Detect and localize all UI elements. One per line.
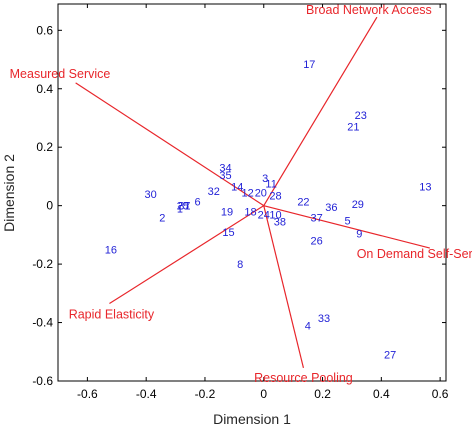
data-point: 4 bbox=[305, 320, 311, 332]
data-point: 24 bbox=[258, 209, 270, 221]
data-point: 14 bbox=[231, 182, 243, 194]
vector-line bbox=[109, 205, 265, 305]
data-point: 33 bbox=[318, 313, 330, 325]
data-point: 19 bbox=[221, 206, 233, 218]
vector-labels: Broad Network Access Measured Service On D… bbox=[10, 3, 472, 385]
x-tick-label: 0.2 bbox=[314, 387, 331, 401]
x-tick-label: 0 bbox=[260, 387, 267, 401]
y-tick-label: 0.6 bbox=[36, 23, 53, 37]
data-point: 29 bbox=[352, 199, 364, 211]
x-axis-label: Dimension 1 bbox=[213, 411, 291, 427]
vector-label: Measured Service bbox=[10, 67, 111, 81]
data-point: 11 bbox=[265, 179, 276, 191]
data-point: 22 bbox=[297, 196, 309, 208]
vector-label: Resource Pooling bbox=[254, 371, 353, 385]
vector-lines bbox=[75, 16, 430, 368]
data-point: 18 bbox=[244, 206, 256, 218]
data-point: 20 bbox=[255, 188, 267, 200]
data-point: 7 bbox=[184, 201, 190, 213]
x-tick-label: -0.6 bbox=[77, 387, 98, 401]
y-tick-label: 0.4 bbox=[36, 82, 53, 96]
x-tick-label: 0.4 bbox=[373, 387, 390, 401]
data-point: 12 bbox=[241, 188, 253, 200]
data-point: 25 bbox=[177, 201, 189, 213]
vector-label: Broad Network Access bbox=[306, 3, 432, 17]
data-point: 37 bbox=[311, 212, 323, 224]
data-point: 21 bbox=[347, 122, 359, 134]
x-tick-label: -0.4 bbox=[136, 387, 157, 401]
data-point: 10 bbox=[269, 209, 281, 221]
data-point: 17 bbox=[303, 59, 315, 71]
vector-line bbox=[263, 205, 430, 249]
x-tick-label: -0.2 bbox=[195, 387, 216, 401]
vector-line bbox=[263, 205, 305, 368]
data-point: 35 bbox=[219, 170, 231, 182]
data-point: 2 bbox=[159, 212, 165, 224]
vector-line bbox=[263, 16, 378, 206]
data-point: 9 bbox=[356, 228, 362, 240]
data-point: 32 bbox=[208, 186, 220, 198]
data-point: 13 bbox=[419, 182, 431, 194]
data-point: 27 bbox=[384, 350, 396, 362]
data-point: 5 bbox=[344, 215, 350, 227]
vector-label: Rapid Elasticity bbox=[69, 308, 155, 322]
data-point: 34 bbox=[219, 163, 231, 175]
data-point: 38 bbox=[274, 217, 286, 229]
plot-frame bbox=[57, 3, 447, 382]
y-tick-label: -0.6 bbox=[32, 374, 53, 388]
y-tick-label: 0.2 bbox=[36, 140, 53, 154]
data-point: 30 bbox=[144, 189, 156, 201]
y-tick-label: -0.4 bbox=[32, 316, 53, 330]
data-point: 28 bbox=[269, 190, 281, 202]
y-tick-label: 0 bbox=[46, 199, 53, 213]
data-point: 15 bbox=[222, 227, 234, 239]
data-point: 1 bbox=[177, 204, 183, 216]
data-point: 3 bbox=[262, 173, 268, 185]
y-axis-label: Dimension 2 bbox=[1, 154, 17, 232]
data-point: 36 bbox=[325, 202, 337, 214]
y-tick-label: -0.2 bbox=[32, 257, 53, 271]
x-tick-label: 0.6 bbox=[432, 387, 449, 401]
data-point: 6 bbox=[195, 196, 201, 208]
data-point: 23 bbox=[355, 110, 367, 122]
data-point: 16 bbox=[105, 244, 117, 256]
data-point: 26 bbox=[311, 236, 323, 248]
data-point: 8 bbox=[237, 259, 243, 271]
vector-label: On Demand Self-Service bbox=[357, 247, 472, 261]
axis-ticks: -0.6 -0.4 -0.2 0 0.2 0.4 0.6 -0.6 -0.4 -0.2 0 0.2 0.… bbox=[32, 4, 449, 401]
data-point: 31 bbox=[178, 201, 190, 213]
vector-line bbox=[75, 82, 265, 207]
axes-box bbox=[57, 3, 447, 382]
